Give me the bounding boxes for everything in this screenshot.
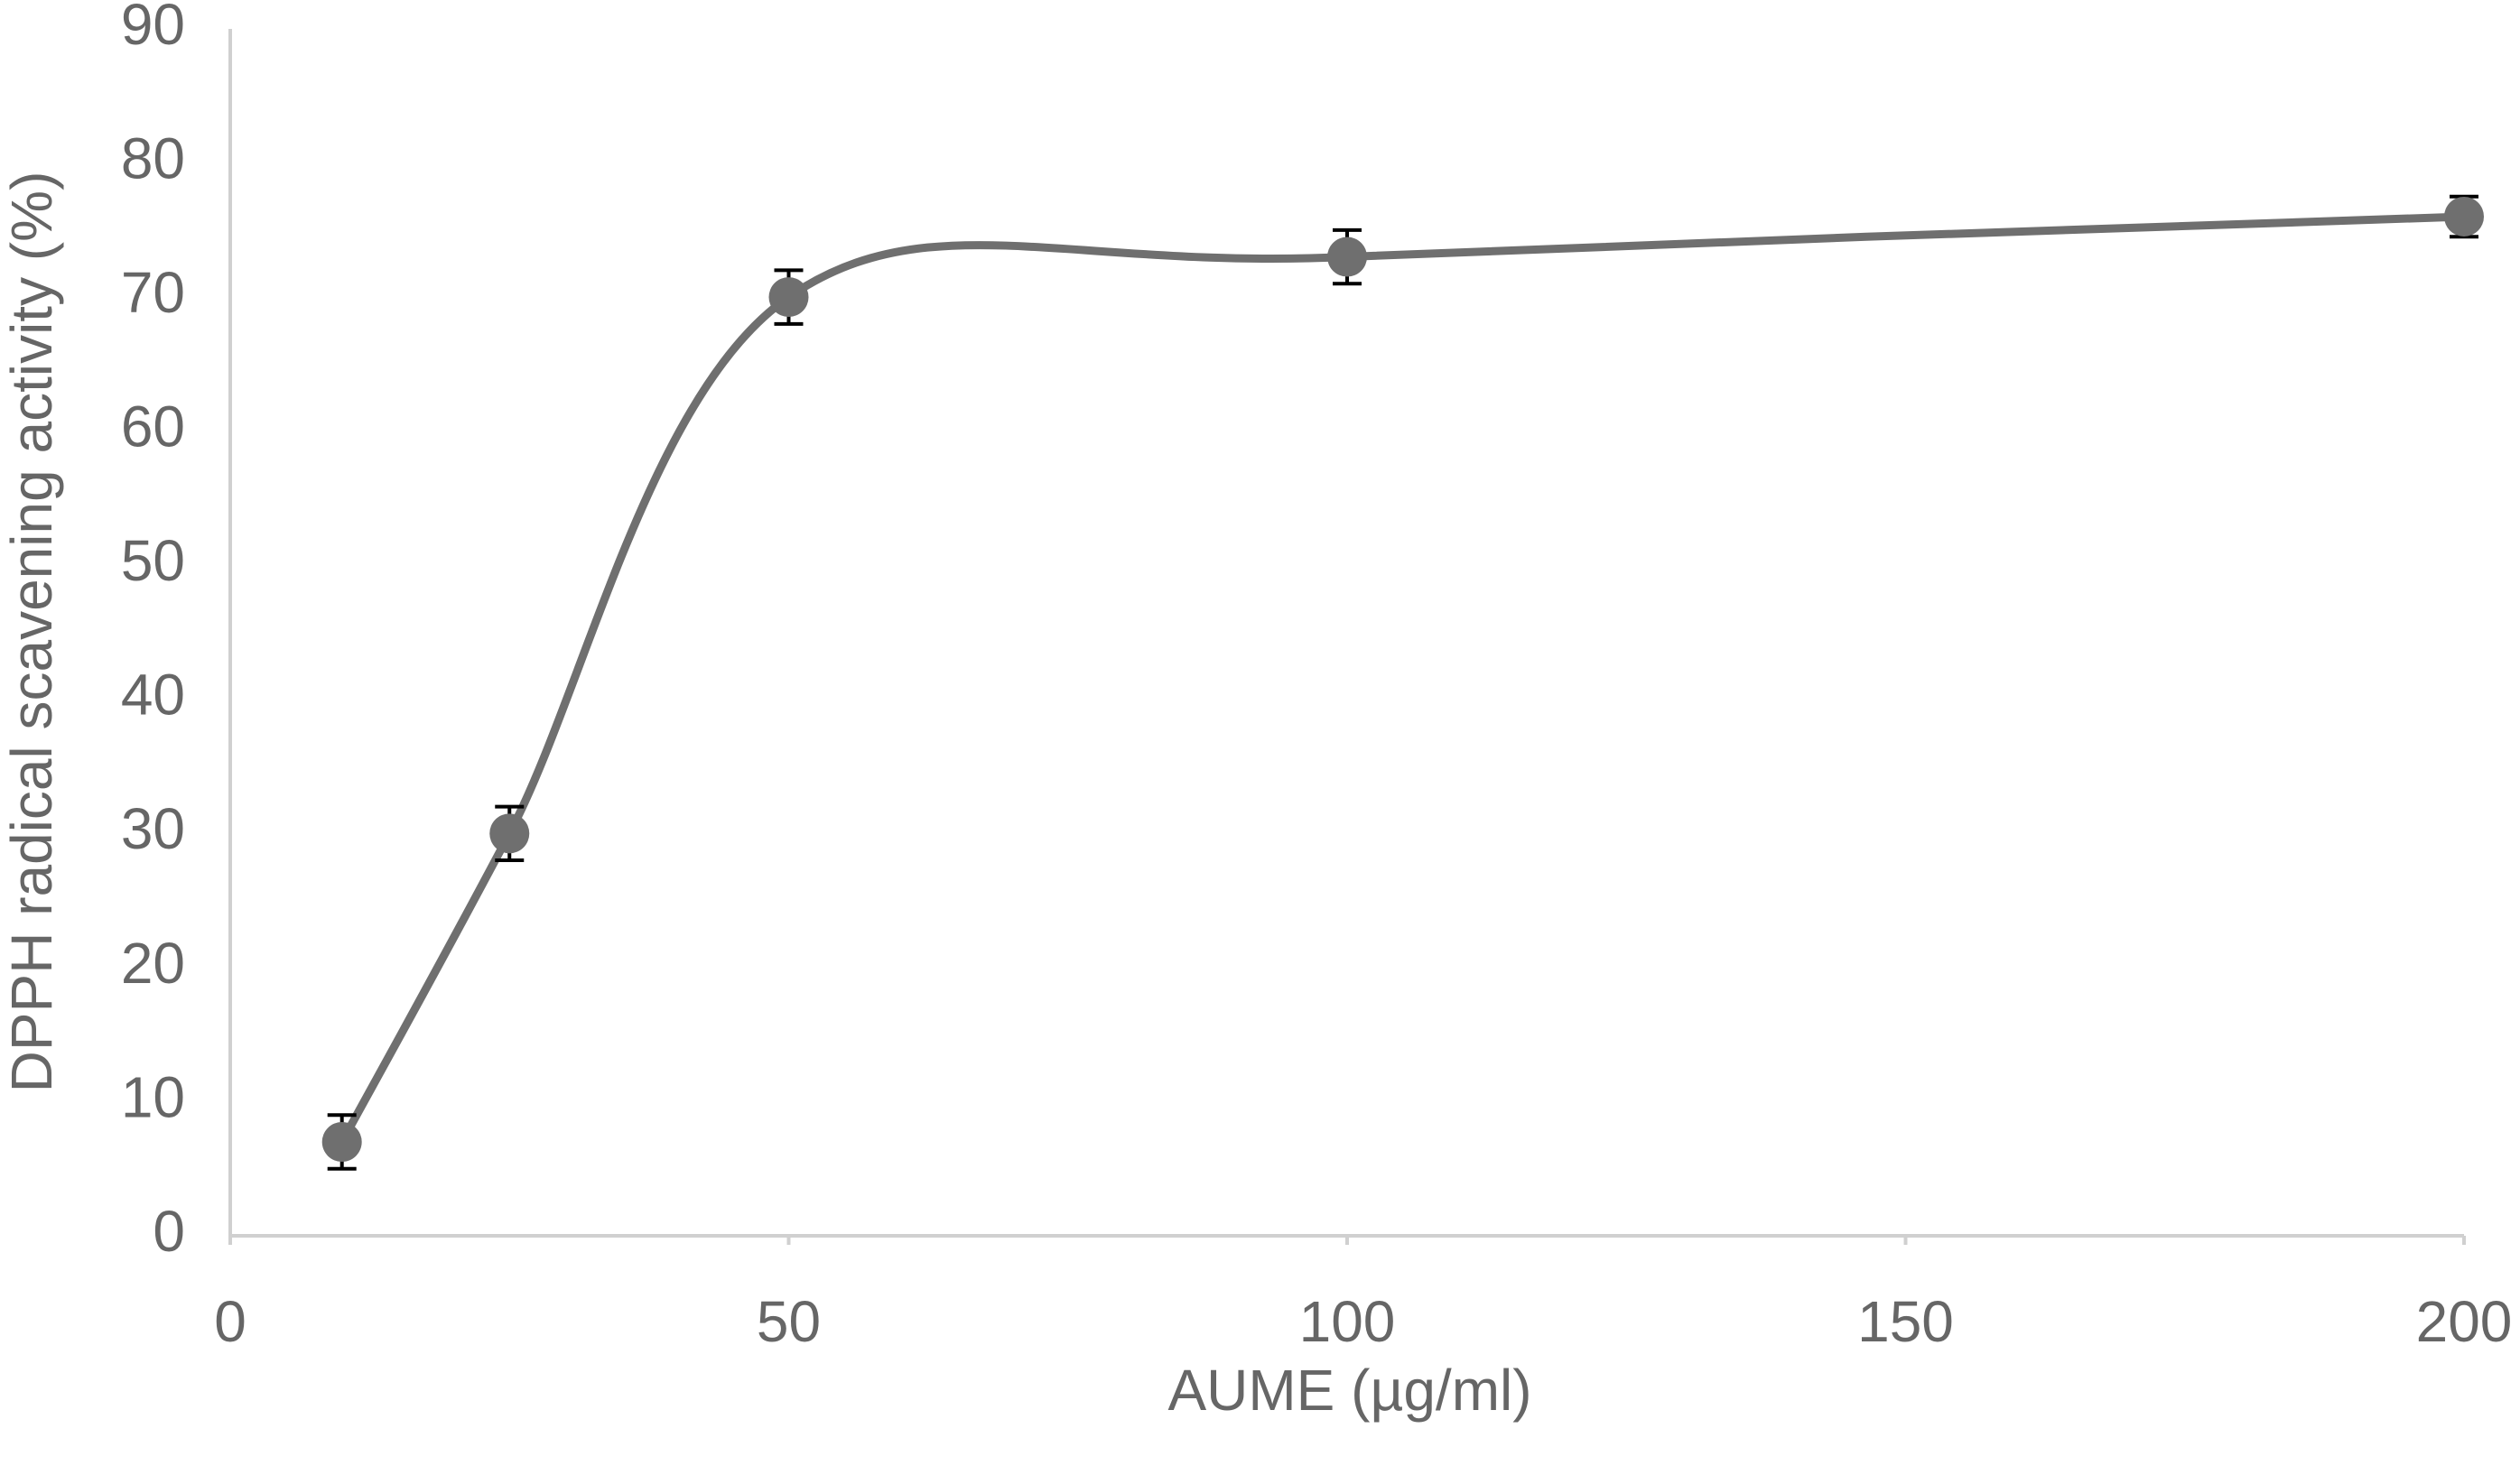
marker [321,1122,362,1163]
marker [2444,196,2484,237]
y-tick-label: 40 [121,663,185,728]
marker [1327,237,1367,277]
x-tick-label: 150 [1857,1289,1954,1354]
y-tick-label: 70 [121,260,185,325]
x-tick-label: 50 [757,1289,821,1354]
y-tick-label: 90 [121,0,185,57]
x-tick-label: 200 [2416,1289,2513,1354]
y-tick-label: 0 [153,1199,185,1264]
x-axis-title: AUME (µg/ml) [1167,1358,1531,1423]
x-tick-label: 0 [214,1289,246,1354]
marker [768,277,809,318]
y-tick-label: 50 [121,528,185,593]
marker [489,813,530,854]
x-tick-label: 100 [1299,1289,1396,1354]
y-tick-label: 60 [121,394,185,459]
line [338,212,2465,1145]
y-tick-label: 20 [121,931,185,996]
y-axis-title: DPPH radical scavening activity (%) [0,172,64,1093]
y-tick-label: 30 [121,796,185,861]
y-tick-label: 10 [121,1064,185,1129]
y-tick-label: 80 [121,125,185,190]
